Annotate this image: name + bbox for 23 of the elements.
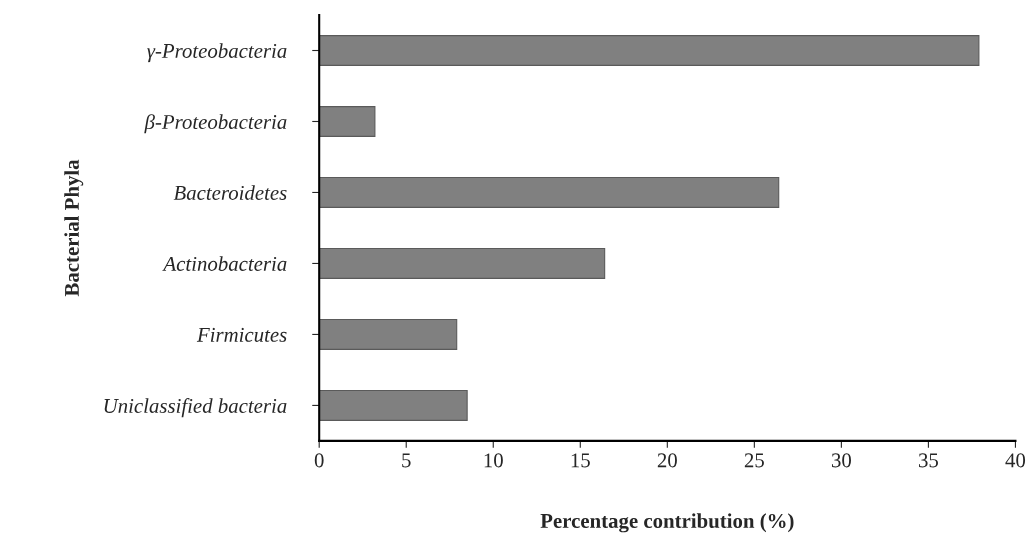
x-tick-label: 30 [831, 453, 851, 468]
x-tick-label: 5 [402, 453, 411, 468]
y-tick-label: γ-Proteobacteria [147, 43, 287, 63]
bar [319, 35, 980, 66]
bar [319, 106, 376, 137]
bar [319, 318, 458, 350]
x-tick-label: 15 [571, 453, 590, 468]
y-axis-title: Bacterial Phyla [64, 159, 84, 297]
bar [319, 389, 468, 421]
bar [319, 247, 606, 279]
x-tick-label: 0 [314, 453, 324, 468]
x-axis-title: Percentage contribution (%) [540, 513, 794, 533]
x-tick-label: 10 [484, 453, 503, 468]
bar [319, 177, 780, 208]
y-tick-label: Bacteroidetes [173, 185, 287, 200]
x-tick-label: 40 [1005, 453, 1026, 468]
x-tick-label: 20 [657, 453, 677, 468]
y-tick-label: Uniclassified bacteria [104, 398, 287, 418]
x-tick-label: 25 [744, 453, 764, 468]
y-tick-label: β-Proteobacteria [144, 114, 287, 134]
x-tick-label: 35 [918, 453, 939, 468]
y-tick-label: Firmicutes [196, 327, 287, 342]
y-tick-label: Actinobacteria [162, 256, 287, 271]
